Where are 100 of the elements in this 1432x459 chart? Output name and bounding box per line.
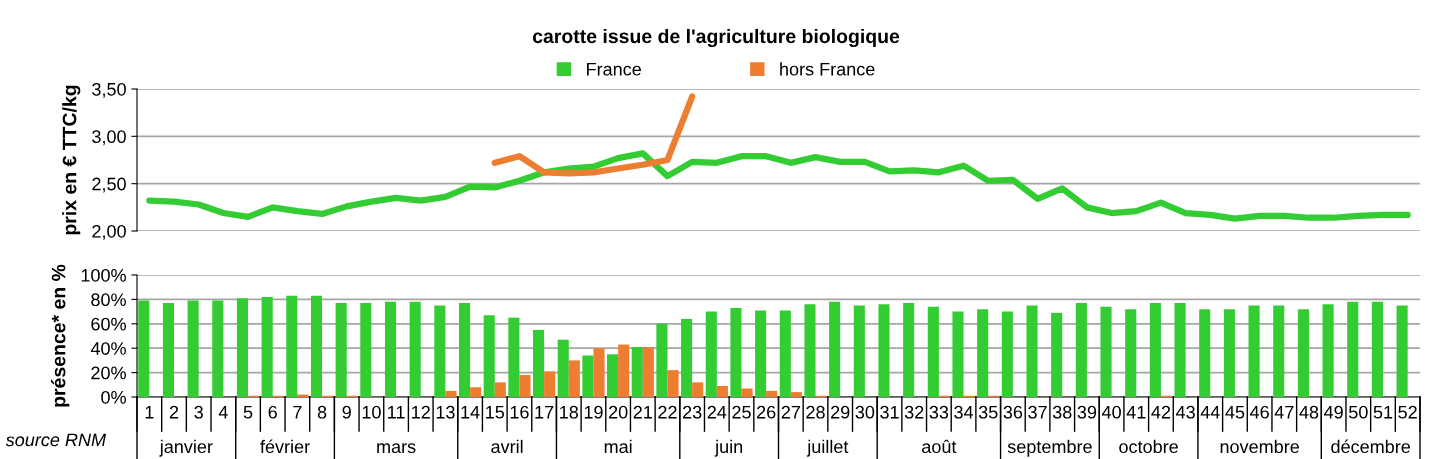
x-tick-label: 50 xyxy=(1349,405,1368,419)
x-tick-label: 8 xyxy=(317,405,327,419)
bar xyxy=(1347,301,1359,397)
bar xyxy=(1174,303,1186,397)
text: avril xyxy=(491,439,523,454)
y-tick-label: 20% xyxy=(91,366,126,380)
x-tick-label: 18 xyxy=(560,405,579,419)
y-tick-label: 3,00 xyxy=(92,130,126,146)
y-tick-label: 40% xyxy=(90,342,126,355)
bar xyxy=(829,301,841,397)
bar xyxy=(667,370,679,397)
x-tick-label: 6 xyxy=(268,405,277,419)
x-tick-label: 30 xyxy=(855,405,875,419)
x-tick-label: 11 xyxy=(388,406,405,419)
bar xyxy=(1125,309,1137,397)
x-tick-label: 19 xyxy=(584,405,603,419)
bar xyxy=(878,304,890,397)
x-tick-label: 47 xyxy=(1274,406,1294,419)
x-tick-label: 20 xyxy=(608,405,628,419)
text: octobre xyxy=(1119,439,1178,454)
bar xyxy=(1223,309,1235,397)
x-tick-label: 37 xyxy=(1028,405,1047,419)
bar xyxy=(1051,312,1063,397)
chart-title: carotte issue de l'agriculture biologique xyxy=(532,28,900,48)
x-tick-label: 27 xyxy=(781,405,800,419)
legend-label: hors France xyxy=(780,62,875,76)
bar xyxy=(533,329,545,397)
bar xyxy=(335,303,347,397)
x-tick-label: 10 xyxy=(362,405,381,419)
bar xyxy=(681,318,693,397)
x-tick-label: 39 xyxy=(1077,405,1097,419)
x-tick-label: 12 xyxy=(412,405,430,419)
x-tick-label: 28 xyxy=(806,405,825,419)
bar xyxy=(582,355,594,397)
legend-label: France xyxy=(587,62,641,76)
bar xyxy=(804,304,816,397)
bar xyxy=(618,344,630,397)
x-tick-label: 26 xyxy=(757,405,776,419)
bar xyxy=(483,315,495,397)
bar xyxy=(1026,305,1038,397)
x-tick-label: 41 xyxy=(1126,406,1146,419)
x-tick-label: 46 xyxy=(1250,405,1269,419)
bar xyxy=(508,317,520,397)
bar xyxy=(384,301,397,397)
source-note: source RNM xyxy=(5,433,107,447)
text: septembre xyxy=(1007,439,1092,457)
bar xyxy=(494,382,506,397)
bar xyxy=(1199,309,1211,397)
bar xyxy=(519,375,531,397)
x-tick-label: 2 xyxy=(169,405,179,419)
bar xyxy=(692,382,704,397)
x-tick-label: 22 xyxy=(658,405,677,419)
x-tick-label: 17 xyxy=(535,406,554,419)
y-tick-label: 80% xyxy=(91,293,126,307)
text: mars xyxy=(377,443,416,454)
x-tick-label: 5 xyxy=(243,406,253,419)
bar xyxy=(977,309,989,397)
bar xyxy=(790,392,802,397)
bar xyxy=(544,371,556,397)
bar xyxy=(568,360,580,397)
bar xyxy=(470,387,482,397)
y-tick-label: 2,00 xyxy=(92,224,126,240)
x-tick-label: 3 xyxy=(194,405,203,419)
x-tick-label: 45 xyxy=(1225,406,1245,419)
x-tick-label: 35 xyxy=(978,405,998,419)
bar xyxy=(360,303,372,397)
x-tick-label: 49 xyxy=(1324,405,1343,419)
bar xyxy=(445,390,457,397)
x-tick-label: 25 xyxy=(732,405,751,419)
bar xyxy=(138,300,150,397)
bar xyxy=(1396,305,1408,397)
x-tick-label: 38 xyxy=(1052,405,1072,419)
bar xyxy=(162,303,175,397)
x-tick-label: 4 xyxy=(218,406,228,419)
bar xyxy=(927,306,939,397)
bar xyxy=(434,305,446,397)
x-tick-label: 43 xyxy=(1175,405,1195,419)
bar xyxy=(409,301,421,397)
bar xyxy=(1371,301,1383,397)
x-tick-label: 16 xyxy=(510,405,529,419)
bar xyxy=(607,354,619,397)
x-tick-label: 32 xyxy=(904,405,924,419)
x-tick-label: 44 xyxy=(1200,406,1220,419)
bar xyxy=(261,296,273,397)
x-tick-label: 42 xyxy=(1151,405,1171,419)
x-tick-label: 23 xyxy=(683,405,702,419)
text: juin xyxy=(714,439,743,457)
x-tick-label: 9 xyxy=(342,405,351,419)
text: juillet xyxy=(806,439,849,457)
bar xyxy=(1075,303,1087,397)
x-tick-label: 34 xyxy=(954,405,974,419)
text: janvier xyxy=(159,439,213,457)
bar xyxy=(779,310,791,397)
bar xyxy=(656,323,668,397)
bar xyxy=(187,300,199,397)
text: février xyxy=(260,439,310,454)
y-axis-title: présence* en % xyxy=(51,264,70,407)
text: mai xyxy=(604,439,632,454)
y-tick-label: 100% xyxy=(81,268,126,282)
y-tick-label: 3,50 xyxy=(92,82,126,98)
